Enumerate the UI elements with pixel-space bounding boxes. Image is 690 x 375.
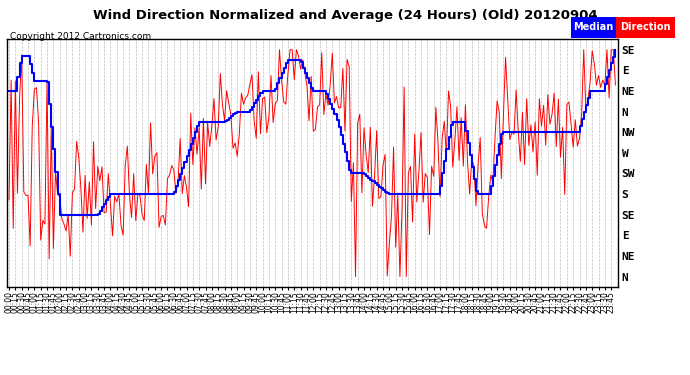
Text: Wind Direction Normalized and Average (24 Hours) (Old) 20120904: Wind Direction Normalized and Average (2… [92, 9, 598, 22]
Text: Median: Median [573, 22, 614, 32]
Text: Direction: Direction [620, 22, 671, 32]
Text: Copyright 2012 Cartronics.com: Copyright 2012 Cartronics.com [10, 32, 152, 41]
